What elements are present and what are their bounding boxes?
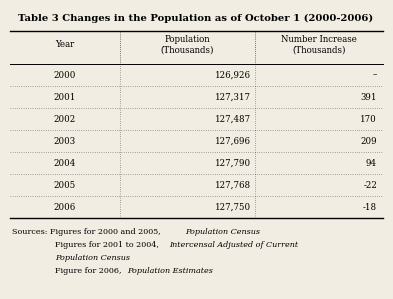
Text: 127,768: 127,768	[215, 181, 251, 190]
Text: Population Census: Population Census	[55, 254, 130, 262]
Text: Intercensal Adjusted of Current: Intercensal Adjusted of Current	[169, 241, 298, 249]
Text: 127,750: 127,750	[215, 202, 251, 211]
Text: 2003: 2003	[54, 137, 76, 146]
Text: 2001: 2001	[54, 92, 76, 101]
Text: 127,487: 127,487	[215, 115, 251, 123]
Text: Figures for 2001 to 2004,: Figures for 2001 to 2004,	[55, 241, 162, 249]
Text: 127,317: 127,317	[215, 92, 251, 101]
Text: Figure for 2006,: Figure for 2006,	[55, 267, 124, 275]
Text: 2005: 2005	[54, 181, 76, 190]
Text: Population Estimates: Population Estimates	[127, 267, 213, 275]
Text: 127,696: 127,696	[215, 137, 251, 146]
Text: Sources: Figures for 2000 and 2005,: Sources: Figures for 2000 and 2005,	[12, 228, 163, 236]
Text: Year: Year	[55, 40, 75, 49]
Text: 170: 170	[360, 115, 377, 123]
Text: 2006: 2006	[54, 202, 76, 211]
Text: 209: 209	[360, 137, 377, 146]
Text: -18: -18	[363, 202, 377, 211]
Text: 2000: 2000	[54, 71, 76, 80]
Text: Number Increase
(Thousands): Number Increase (Thousands)	[281, 35, 357, 54]
Text: 2004: 2004	[54, 158, 76, 167]
Text: 2002: 2002	[54, 115, 76, 123]
Text: Population Census: Population Census	[185, 228, 260, 236]
Text: Population
(Thousands): Population (Thousands)	[161, 35, 214, 54]
Text: -22: -22	[363, 181, 377, 190]
Text: Table 3 Changes in the Population as of October 1 (2000-2006): Table 3 Changes in the Population as of …	[18, 14, 374, 23]
Text: 94: 94	[366, 158, 377, 167]
Text: 391: 391	[360, 92, 377, 101]
Text: 127,790: 127,790	[215, 158, 251, 167]
Text: –: –	[373, 71, 377, 80]
Text: 126,926: 126,926	[215, 71, 251, 80]
